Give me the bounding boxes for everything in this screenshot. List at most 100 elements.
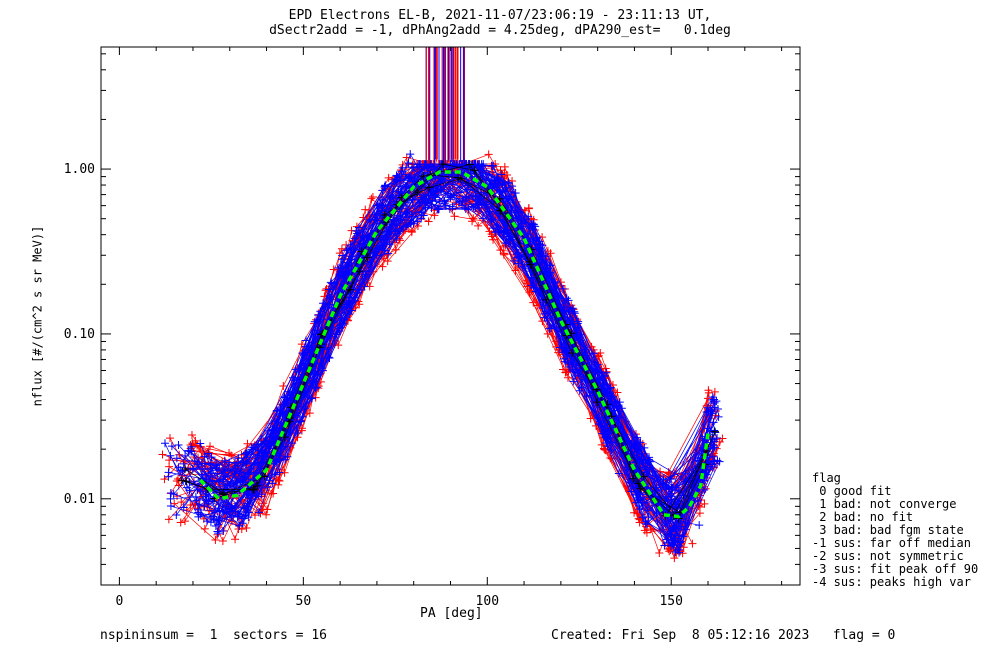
data-point xyxy=(390,175,399,184)
data-trace xyxy=(192,197,706,509)
data-point xyxy=(695,521,704,530)
chart-subtitle: dSectr2add = -1, dPhAng2add = 4.25deg, d… xyxy=(269,23,731,38)
data-point xyxy=(212,463,221,472)
data-trace xyxy=(185,177,714,513)
data-point xyxy=(644,455,653,464)
data-trace xyxy=(204,183,705,514)
data-point xyxy=(380,210,389,219)
data-point xyxy=(718,434,727,443)
data-point xyxy=(165,434,174,443)
data-point xyxy=(425,183,434,192)
data-point xyxy=(664,485,673,494)
data-point xyxy=(247,443,256,452)
y-tick-label: 0.10 xyxy=(64,327,95,342)
data-point xyxy=(204,497,213,506)
data-point xyxy=(279,381,288,390)
data-point xyxy=(288,439,297,448)
data-point xyxy=(562,294,571,303)
data-point xyxy=(526,260,535,269)
data-point xyxy=(639,472,648,481)
footer-spin-info: nspininsum = 1 sectors = 16 xyxy=(100,628,327,643)
data-point xyxy=(434,205,443,214)
data-point xyxy=(491,180,500,189)
data-point xyxy=(262,510,271,519)
data-point xyxy=(559,365,568,374)
data-point xyxy=(384,173,393,182)
data-point xyxy=(283,399,292,408)
data-point xyxy=(593,398,602,407)
data-point xyxy=(160,439,169,448)
data-point xyxy=(355,286,364,295)
data-point xyxy=(428,196,437,205)
data-point xyxy=(391,245,400,254)
legend-item: 1 bad: not converge xyxy=(812,497,957,511)
data-point xyxy=(678,549,687,558)
data-point xyxy=(462,193,471,202)
data-point xyxy=(708,452,717,461)
data-point xyxy=(232,478,241,487)
data-point xyxy=(529,298,538,307)
x-tick-label: 100 xyxy=(476,594,499,609)
legend-item: 3 bad: bad fgm state xyxy=(812,523,964,537)
data-point xyxy=(627,487,636,496)
chart-title: EPD Electrons EL-B, 2021-11-07/23:06:19 … xyxy=(288,8,712,23)
data-point xyxy=(309,378,318,387)
fit-curve xyxy=(199,170,710,519)
data-trace xyxy=(210,163,706,554)
data-point xyxy=(546,249,555,258)
data-point xyxy=(498,187,507,196)
data-point xyxy=(574,335,583,344)
data-point xyxy=(635,490,644,499)
data-point xyxy=(324,353,333,362)
data-point xyxy=(589,349,598,358)
data-point xyxy=(172,477,181,486)
data-point xyxy=(643,506,652,515)
data-point xyxy=(206,442,215,451)
data-point xyxy=(276,451,285,460)
y-tick-label: 0.01 xyxy=(64,492,95,507)
data-point xyxy=(288,373,297,382)
data-point xyxy=(636,484,645,493)
data-point xyxy=(215,515,224,524)
data-point xyxy=(285,417,294,426)
data-point xyxy=(670,495,679,504)
data-point xyxy=(258,451,267,460)
data-point xyxy=(594,419,603,428)
footer-created-info: Created: Fri Sep 8 05:12:16 2023 flag = … xyxy=(551,628,896,643)
data-point xyxy=(606,454,615,463)
data-point xyxy=(413,187,422,196)
data-point xyxy=(712,397,721,406)
data-point xyxy=(468,217,477,226)
data-point xyxy=(542,295,551,304)
data-point xyxy=(504,179,513,188)
data-trace xyxy=(182,165,697,510)
data-point xyxy=(710,456,719,465)
data-point xyxy=(193,460,202,469)
data-point xyxy=(664,516,673,525)
data-point xyxy=(275,468,284,477)
x-tick-label: 50 xyxy=(296,594,312,609)
data-point xyxy=(464,205,473,214)
data-trace xyxy=(194,163,715,518)
data-point xyxy=(419,172,428,181)
data-point xyxy=(485,207,494,216)
data-point xyxy=(275,456,284,465)
data-point xyxy=(392,221,401,230)
data-point xyxy=(406,173,415,182)
data-point xyxy=(652,509,661,518)
legend-item: -2 sus: not symmetric xyxy=(812,549,964,563)
data-point xyxy=(602,438,611,447)
data-point xyxy=(366,262,375,271)
data-point xyxy=(435,197,444,206)
data-point xyxy=(200,524,209,533)
data-point xyxy=(513,208,522,217)
data-point xyxy=(227,512,236,521)
data-point xyxy=(325,293,334,302)
data-point xyxy=(383,257,392,266)
data-trace xyxy=(170,163,716,545)
data-point xyxy=(468,191,477,200)
data-point xyxy=(241,460,250,469)
data-point xyxy=(484,150,493,159)
data-point xyxy=(231,535,240,544)
